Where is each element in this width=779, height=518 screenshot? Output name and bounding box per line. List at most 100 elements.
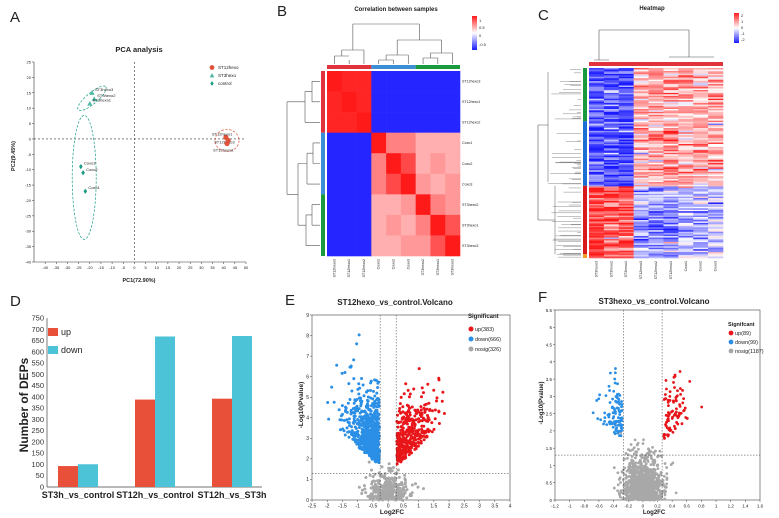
- volcano-e-point-down: [349, 364, 353, 368]
- panel-letter-a: A: [10, 9, 20, 26]
- volcano-e-point-nosig: [384, 478, 388, 482]
- heat-cell: [633, 228, 649, 231]
- heat-cell: [589, 234, 605, 237]
- volcano-f-point-nosig: [622, 458, 626, 461]
- pca-legend-label-st12hexo: ST12hexo: [218, 65, 239, 70]
- volcano-f-point-nosig: [657, 488, 661, 492]
- heat-cell: [633, 82, 649, 85]
- volcano-f-y-tick-label: 1.5: [546, 446, 553, 451]
- heat-cell: [693, 78, 709, 80]
- heat-cell: [589, 168, 605, 171]
- volcano-f-point-nosig: [635, 443, 639, 447]
- volcano-e-point-down: [346, 420, 350, 424]
- heat-cell: [648, 182, 664, 184]
- heat-cell: [589, 192, 605, 194]
- volcano-f-x-tick-label: 0.8: [698, 504, 705, 509]
- volcano-f-point-nosig: [631, 484, 635, 488]
- heat-cell: [648, 113, 664, 116]
- heat-cell: [693, 135, 709, 137]
- volcano-f-x-tick-label: -0.2: [624, 504, 632, 509]
- volcano-e-x-tick-label: 2: [448, 504, 451, 510]
- heat-cell: [678, 211, 694, 213]
- volcano-e-point-down: [343, 371, 347, 375]
- heat-cell: [633, 167, 649, 170]
- corr-cell: [386, 194, 402, 216]
- heat-cell: [589, 184, 605, 187]
- volcano-e-point-up: [432, 388, 436, 392]
- volcano-f-point-nosig: [648, 453, 652, 456]
- heat-cell: [648, 224, 664, 227]
- heat-cell: [678, 78, 694, 80]
- volcano-f-point-nosig: [649, 486, 653, 489]
- heat-cell: [648, 160, 664, 162]
- heat-cell: [618, 170, 634, 173]
- volcano-e-point-down: [363, 417, 367, 421]
- heat-cell: [603, 193, 620, 196]
- heat-cell: [589, 214, 605, 216]
- heat-cell: [693, 176, 709, 178]
- heat-cell: [618, 78, 634, 80]
- volcano-e-point-up: [400, 425, 404, 429]
- volcano-f-point-nosig: [656, 467, 660, 470]
- heat-cell: [663, 243, 679, 246]
- heat-cell: [708, 203, 724, 206]
- volcano-f-point-down: [611, 411, 615, 415]
- heat-cell: [678, 116, 694, 118]
- volcano-f-point-nosig: [620, 470, 624, 474]
- heat-cell: [678, 187, 694, 190]
- heat-cell: [648, 255, 664, 257]
- heat-cell: [603, 211, 620, 213]
- heat-cell: [663, 69, 679, 72]
- corr-cell: [327, 112, 343, 133]
- volcano-e-point-nosig: [383, 472, 387, 476]
- corr-top-dendrogram: [334, 55, 350, 64]
- heat-cell: [708, 244, 724, 247]
- volcano-f-point-nosig: [660, 490, 663, 494]
- volcano-e-point-up: [401, 434, 405, 438]
- volcano-f-point-nosig: [652, 462, 655, 465]
- volcano-e-point-down: [366, 451, 370, 455]
- volcano-f-point-nosig: [629, 449, 632, 452]
- heat-cell: [678, 68, 694, 70]
- volcano-f-point-nosig: [649, 470, 653, 474]
- heat-cell: [678, 171, 694, 174]
- heat-cell: [618, 246, 634, 249]
- corr-legend-tick-neg05: -0.5: [479, 42, 487, 47]
- volcano-e-point-nosig: [400, 498, 404, 502]
- heat-cell: [648, 132, 664, 135]
- volcano-e-point-up: [416, 440, 420, 444]
- volcano-f-point-down: [620, 400, 623, 403]
- heat-cell: [618, 228, 634, 231]
- heat-cell: [589, 164, 605, 167]
- heat-cell: [618, 212, 634, 215]
- heat-cell: [678, 145, 694, 148]
- heat-cell: [589, 198, 605, 200]
- volcano-f-point-down: [609, 371, 612, 375]
- heat-cell: [678, 247, 694, 250]
- corr-cell: [327, 194, 343, 216]
- heat-cell: [633, 249, 649, 251]
- bar-ylabel: Number of DEPs: [17, 357, 31, 452]
- corr-cell: [356, 91, 372, 113]
- volcano-e-point-up: [426, 414, 430, 418]
- heat-cell: [603, 144, 620, 146]
- volcano-e-point-up: [403, 411, 407, 415]
- heat-cell: [633, 76, 649, 79]
- heat-cell: [589, 142, 605, 145]
- volcano-f-point-nosig: [622, 497, 626, 501]
- heat-cell: [589, 72, 605, 75]
- heat-cell: [678, 106, 694, 108]
- heat-cell: [618, 84, 634, 86]
- heat-cell: [603, 155, 620, 158]
- corr-cell: [341, 214, 357, 236]
- volcano-e-point-nosig: [380, 497, 384, 501]
- heat-cell: [633, 101, 649, 104]
- heat-cell: [648, 70, 664, 73]
- volcano-f-point-nosig: [640, 482, 644, 486]
- volcano-e-point-nosig: [410, 491, 414, 495]
- heat-cell: [693, 104, 709, 107]
- heat-cell: [648, 129, 664, 132]
- corr-cell: [386, 112, 402, 133]
- heat-cell: [589, 225, 605, 228]
- heat-cell: [708, 179, 724, 181]
